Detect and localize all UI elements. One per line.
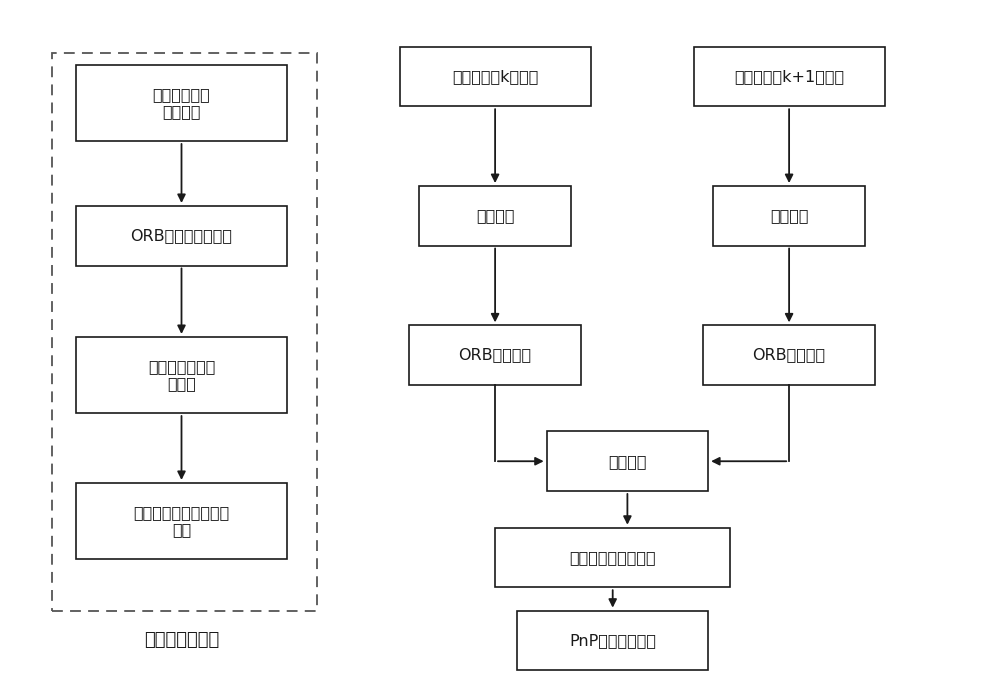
FancyBboxPatch shape [495, 527, 730, 587]
Text: 奇异值分解得到旋转和
平移: 奇异值分解得到旋转和 平移 [133, 505, 230, 537]
FancyBboxPatch shape [76, 337, 287, 413]
FancyBboxPatch shape [409, 325, 581, 385]
FancyBboxPatch shape [419, 186, 571, 246]
Text: ORB特征提取与匹配: ORB特征提取与匹配 [130, 228, 232, 243]
FancyBboxPatch shape [517, 611, 708, 670]
Text: 特征匹配: 特征匹配 [608, 454, 647, 468]
FancyBboxPatch shape [76, 65, 287, 141]
Text: 单目相机第k+1帧图像: 单目相机第k+1帧图像 [734, 69, 844, 84]
FancyBboxPatch shape [547, 431, 708, 491]
Text: PnP求解位姿变化: PnP求解位姿变化 [569, 633, 656, 648]
FancyBboxPatch shape [703, 325, 875, 385]
Text: ORB特征提取: ORB特征提取 [459, 347, 532, 363]
Text: 对极约束计算本
质矩阵: 对极约束计算本 质矩阵 [148, 359, 215, 391]
FancyBboxPatch shape [76, 206, 287, 265]
Text: ORB特征提取: ORB特征提取 [753, 347, 826, 363]
Text: 单目相机初始化: 单目相机初始化 [144, 632, 219, 649]
Text: 三角化得到深度信息: 三角化得到深度信息 [569, 550, 656, 565]
FancyBboxPatch shape [713, 186, 865, 246]
FancyBboxPatch shape [400, 47, 591, 106]
FancyBboxPatch shape [76, 483, 287, 559]
Text: 畸变矫正: 畸变矫正 [770, 209, 808, 223]
Text: 单目相机初始
两帧图像: 单目相机初始 两帧图像 [153, 87, 210, 119]
Text: 畸变矫正: 畸变矫正 [476, 209, 514, 223]
Text: 单目相机第k帧图像: 单目相机第k帧图像 [452, 69, 538, 84]
FancyBboxPatch shape [694, 47, 885, 106]
